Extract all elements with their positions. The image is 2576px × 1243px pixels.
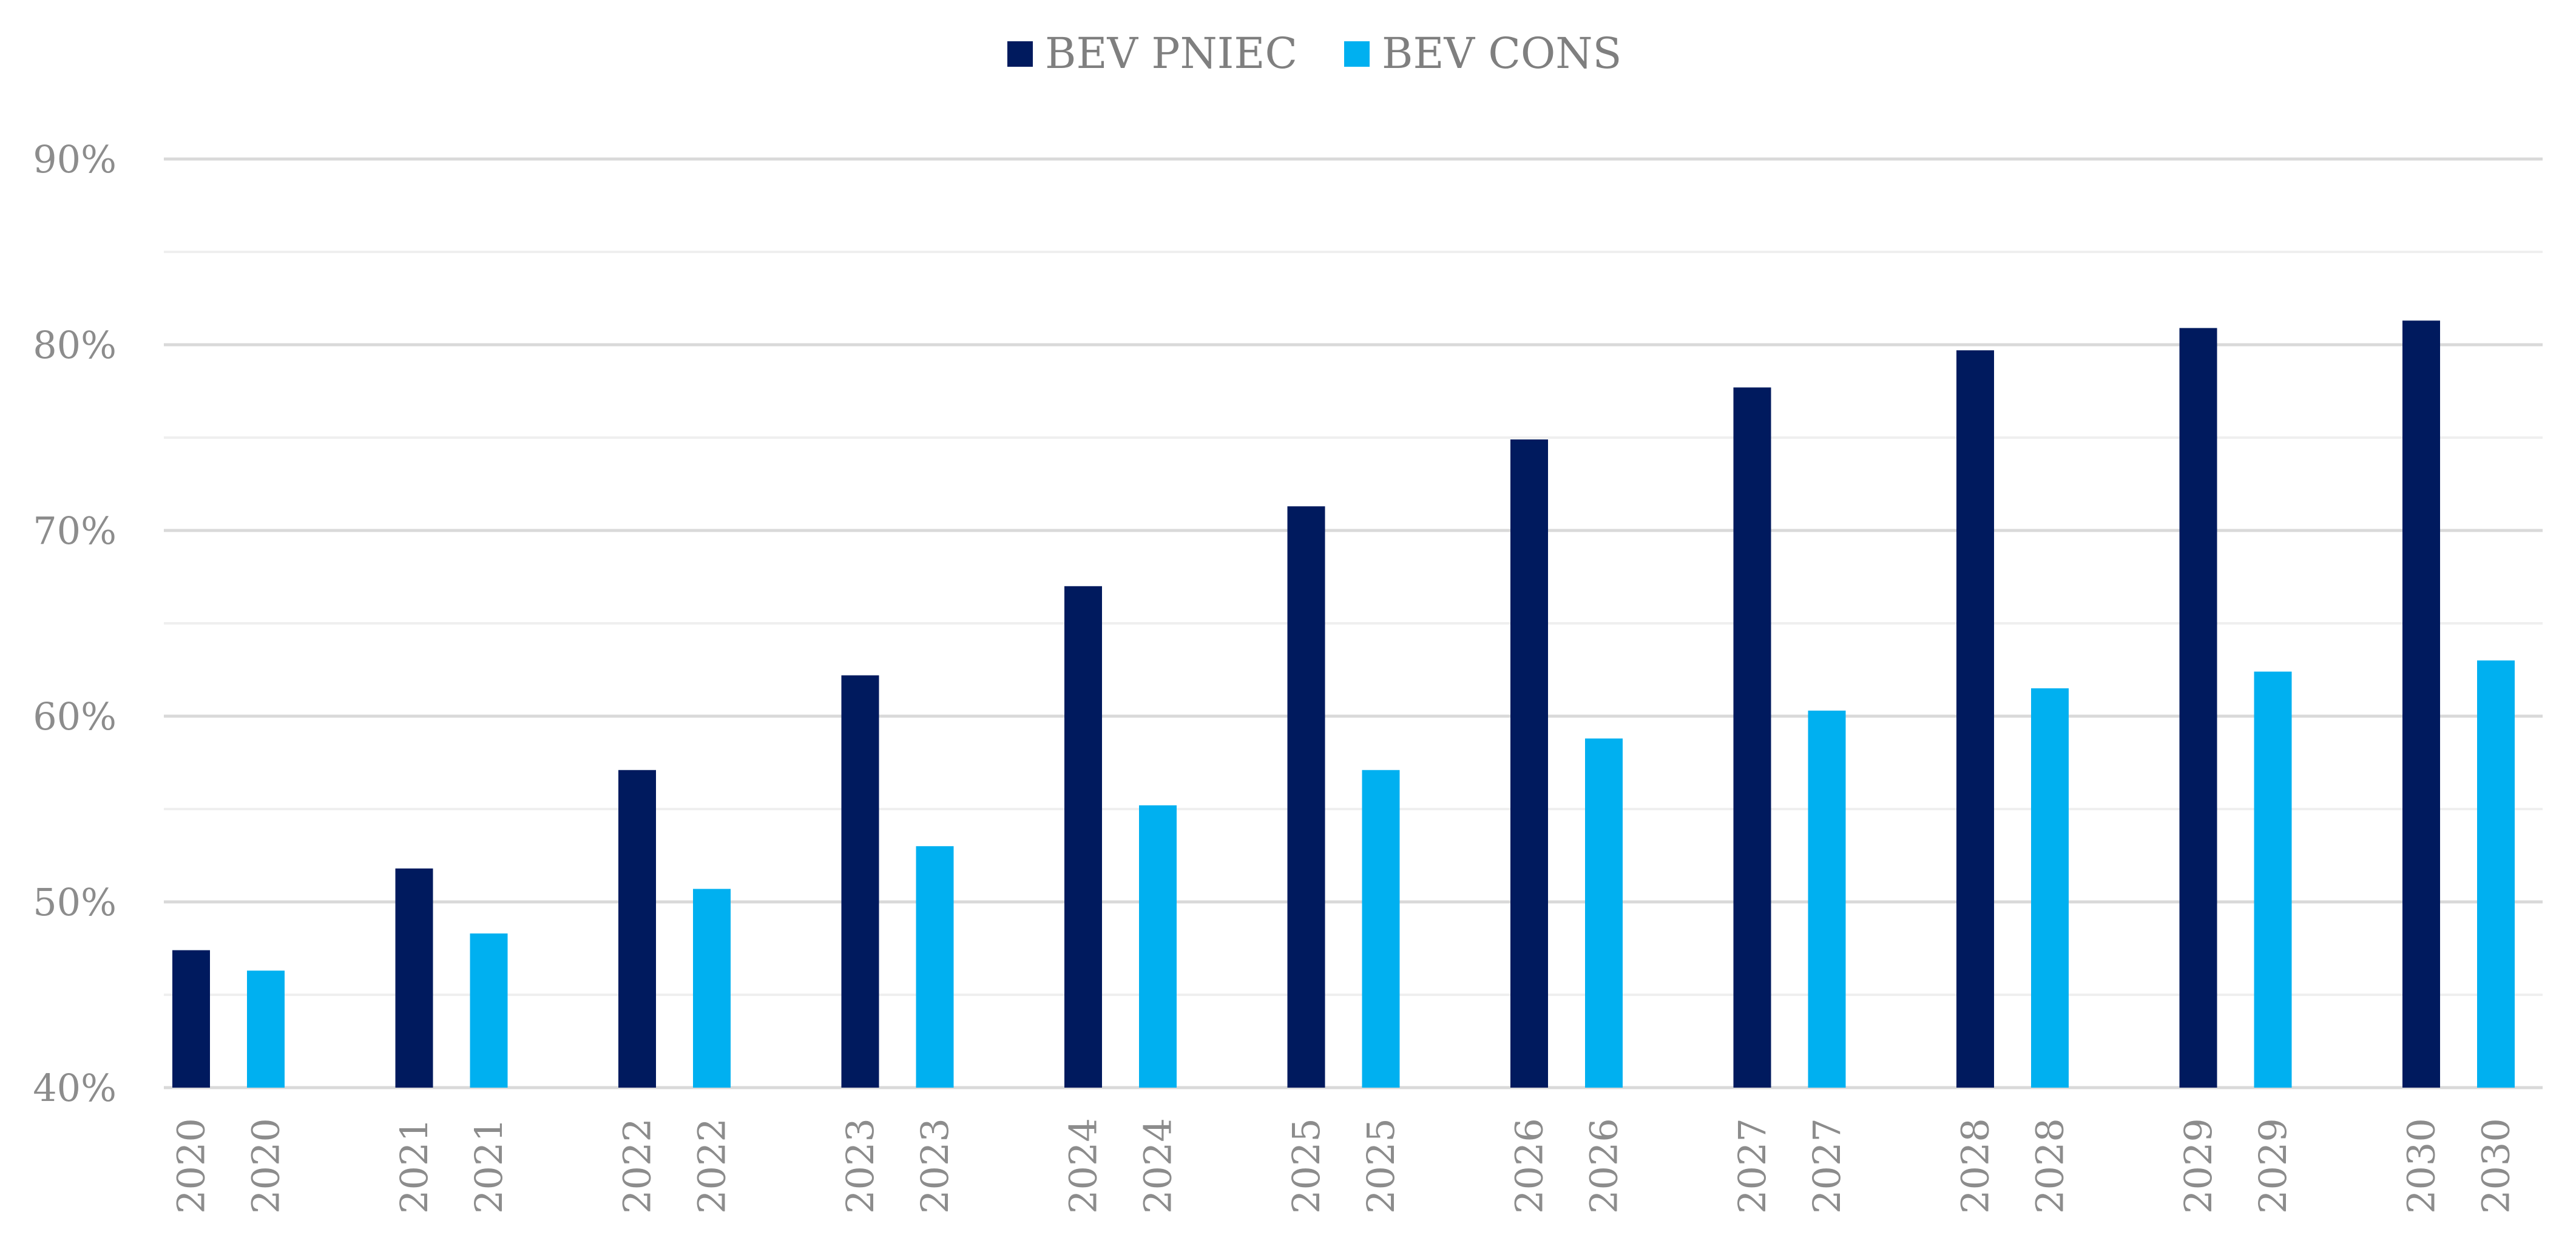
- bar-bev-cons-2029: [2254, 671, 2292, 1088]
- x-tick-label: 2020: [169, 1118, 214, 1214]
- legend-swatch-bev-cons: [1344, 41, 1370, 67]
- x-tick-label: 2027: [1730, 1118, 1774, 1214]
- x-axis: 2020 2020 2021 2021 2022 2022 2023 2023 2024 2024…: [169, 1118, 2518, 1214]
- x-tick-label: 2022: [615, 1118, 660, 1214]
- bars: [172, 320, 2515, 1088]
- x-tick-label: 2020: [244, 1118, 288, 1214]
- bar-bev-cons-2023: [916, 846, 954, 1088]
- y-tick-label: 60%: [33, 694, 117, 739]
- x-tick-label: 2028: [2028, 1118, 2072, 1214]
- x-tick-label: 2022: [690, 1118, 734, 1214]
- x-tick-label: 2030: [2474, 1118, 2518, 1214]
- bar-bev-pniec-2021: [395, 868, 433, 1088]
- y-tick-label: 40%: [33, 1066, 117, 1110]
- bar-bev-pniec-2030: [2402, 320, 2440, 1088]
- x-tick-label: 2023: [838, 1118, 882, 1214]
- x-tick-label: 2027: [1805, 1118, 1849, 1214]
- bar-bev-pniec-2029: [2179, 328, 2217, 1088]
- x-tick-label: 2021: [467, 1118, 511, 1214]
- bar-bev-pniec-2027: [1733, 387, 1771, 1088]
- y-tick-label: 80%: [33, 323, 117, 367]
- bar-bev-cons-2028: [2031, 688, 2069, 1088]
- x-tick-label: 2024: [1061, 1118, 1106, 1214]
- bar-bev-cons-2024: [1139, 805, 1177, 1088]
- x-tick-label: 2021: [392, 1118, 436, 1214]
- bar-bev-pniec-2025: [1287, 506, 1325, 1088]
- bar-bev-pniec-2028: [1956, 350, 1994, 1088]
- x-tick-label: 2029: [2176, 1118, 2220, 1214]
- bar-bev-cons-2030: [2477, 660, 2515, 1088]
- x-tick-label: 2029: [2251, 1118, 2295, 1214]
- bar-bev-cons-2025: [1362, 770, 1400, 1088]
- x-tick-label: 2030: [2399, 1118, 2444, 1214]
- bar-bev-pniec-2020: [172, 950, 210, 1088]
- x-tick-label: 2026: [1507, 1118, 1552, 1214]
- bar-bev-cons-2027: [1808, 710, 1846, 1088]
- y-tick-label: 90%: [33, 137, 117, 181]
- bar-bev-pniec-2026: [1510, 439, 1548, 1088]
- x-tick-label: 2028: [1953, 1118, 1998, 1214]
- bar-bev-cons-2021: [470, 933, 508, 1088]
- bar-bev-cons-2022: [693, 889, 731, 1088]
- y-tick-label: 70%: [33, 509, 117, 553]
- x-tick-label: 2025: [1284, 1118, 1328, 1214]
- x-tick-label: 2026: [1582, 1118, 1626, 1214]
- bar-bev-pniec-2023: [841, 675, 879, 1088]
- gridlines: [164, 157, 2543, 1089]
- legend: BEV PNIEC BEV CONS: [1007, 29, 1622, 78]
- y-tick-label: 50%: [33, 880, 117, 924]
- bar-bev-cons-2020: [247, 970, 285, 1088]
- x-tick-label: 2023: [913, 1118, 957, 1214]
- bar-bev-pniec-2024: [1064, 586, 1102, 1088]
- legend-label-bev-pniec: BEV PNIEC: [1045, 29, 1297, 78]
- legend-label-bev-cons: BEV CONS: [1382, 29, 1622, 78]
- bar-bev-cons-2026: [1585, 738, 1623, 1088]
- bar-bev-pniec-2022: [618, 770, 656, 1088]
- legend-swatch-bev-pniec: [1007, 41, 1033, 67]
- x-tick-label: 2025: [1359, 1118, 1403, 1214]
- x-tick-label: 2024: [1136, 1118, 1180, 1214]
- y-axis: 40% 50% 60% 70% 80% 90%: [33, 137, 117, 1110]
